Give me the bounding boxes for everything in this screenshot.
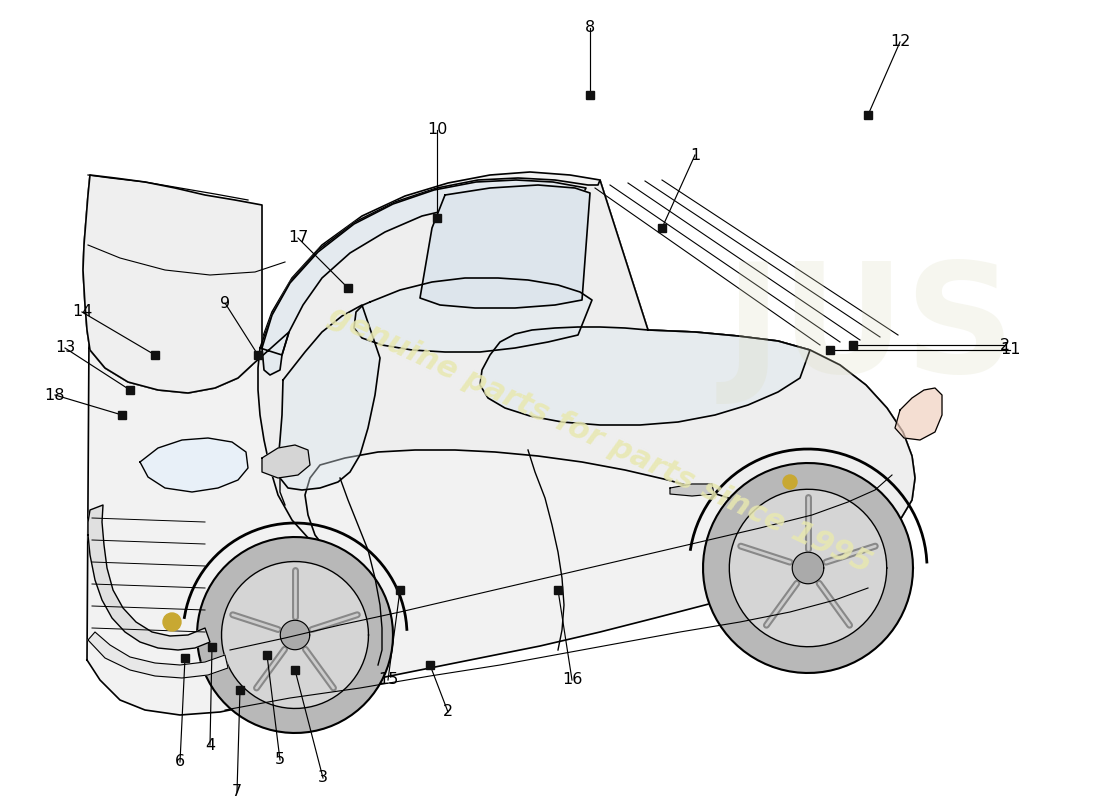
- Polygon shape: [420, 185, 590, 308]
- Polygon shape: [140, 438, 248, 492]
- Polygon shape: [480, 327, 810, 425]
- Text: 4: 4: [205, 738, 216, 753]
- Text: 12: 12: [890, 34, 910, 50]
- Text: 2: 2: [1000, 338, 1010, 353]
- Text: 14: 14: [72, 305, 92, 319]
- Text: 17: 17: [288, 230, 308, 246]
- Text: 5: 5: [275, 753, 285, 767]
- Circle shape: [783, 475, 798, 489]
- Polygon shape: [258, 178, 915, 568]
- Circle shape: [163, 613, 182, 631]
- Text: 1: 1: [690, 147, 700, 162]
- Text: 3: 3: [318, 770, 328, 786]
- Polygon shape: [278, 305, 380, 490]
- Polygon shape: [82, 172, 915, 715]
- Polygon shape: [895, 388, 942, 440]
- Text: 8: 8: [585, 21, 595, 35]
- Polygon shape: [262, 445, 310, 478]
- Text: genuine parts for parts since 1995: genuine parts for parts since 1995: [323, 301, 877, 579]
- Text: 6: 6: [175, 754, 185, 770]
- Text: 2: 2: [443, 705, 453, 719]
- Polygon shape: [262, 180, 586, 375]
- Text: 7: 7: [232, 785, 242, 799]
- Polygon shape: [729, 490, 887, 646]
- Text: 9: 9: [220, 295, 230, 310]
- Polygon shape: [792, 552, 824, 584]
- Text: 10: 10: [427, 122, 448, 138]
- Text: 16: 16: [562, 673, 582, 687]
- Polygon shape: [280, 620, 310, 650]
- Text: 15: 15: [377, 673, 398, 687]
- Polygon shape: [703, 463, 913, 673]
- Text: JUS: JUS: [725, 255, 1015, 405]
- Polygon shape: [88, 632, 228, 678]
- Polygon shape: [354, 278, 592, 352]
- Text: 18: 18: [45, 387, 65, 402]
- Text: 11: 11: [1000, 342, 1021, 358]
- Polygon shape: [82, 175, 289, 393]
- Polygon shape: [670, 484, 714, 496]
- Polygon shape: [197, 537, 393, 733]
- Polygon shape: [88, 505, 210, 650]
- Text: 13: 13: [55, 341, 75, 355]
- Polygon shape: [221, 562, 368, 709]
